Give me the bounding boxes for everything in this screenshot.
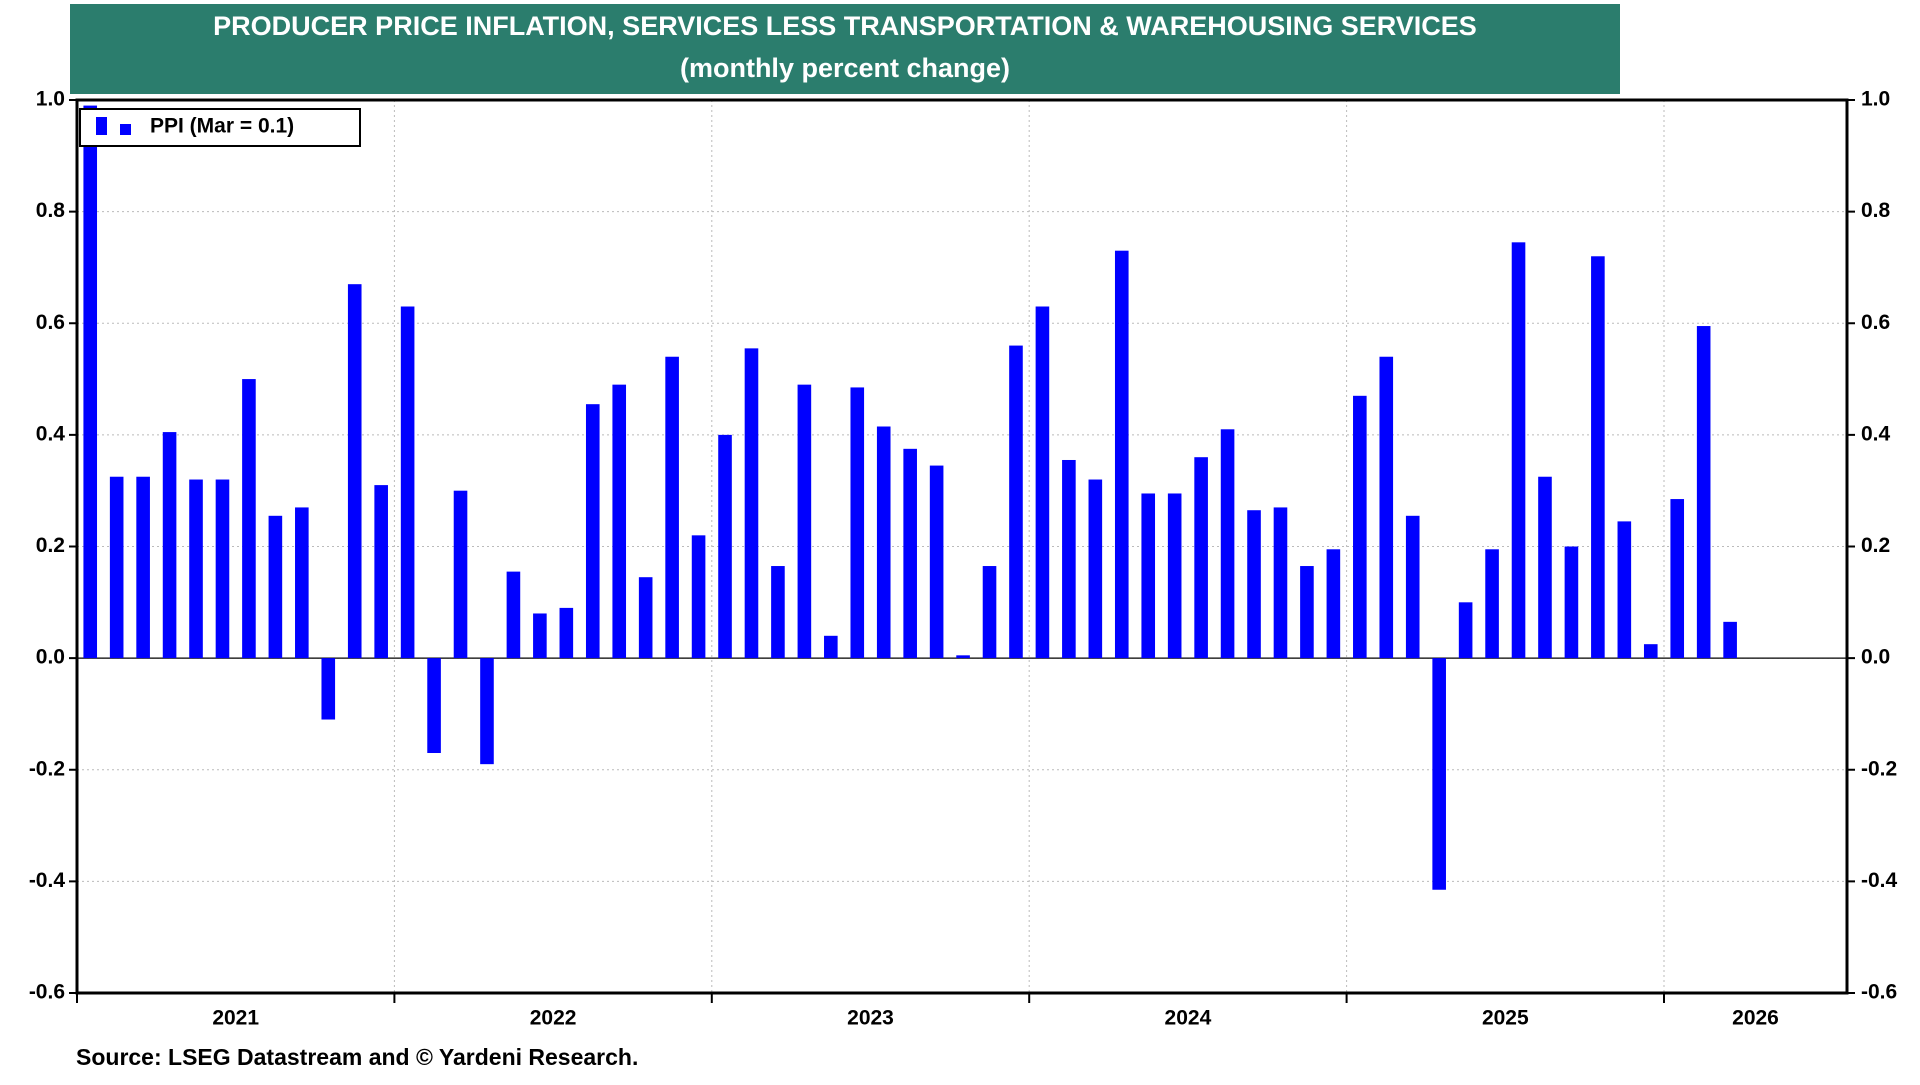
title-banner [70,4,1620,94]
legend-label: PPI (Mar = 0.1) [150,115,294,138]
x-tick-label: 2023 [847,1007,894,1030]
bar [1009,345,1023,659]
bar [1035,306,1050,659]
y-tick-label: -0.4 [1861,869,1898,892]
chart-subtitle: (monthly percent change) [680,53,1010,83]
y-tick-label: 0.4 [1861,422,1891,445]
bar [1300,566,1314,659]
y-tick-label: 1.0 [36,88,65,111]
source-note: Source: LSEG Datastream and © Yardeni Re… [76,1044,638,1070]
bar [1432,658,1446,890]
y-tick-label: 0.8 [36,199,66,222]
bar [797,384,812,659]
y-tick-label: -0.2 [1861,757,1897,780]
bar [1379,356,1394,659]
bar [268,515,283,659]
bar [1564,546,1579,659]
bar [1670,499,1685,659]
bar [1326,549,1341,659]
legend-swatch [96,117,107,135]
bar [1458,602,1473,659]
y-tick-label: 0.8 [1861,199,1891,222]
bar [824,635,838,659]
bar [1723,621,1737,659]
x-tick-label: 2022 [530,1007,577,1030]
bar [1088,479,1103,659]
bar [771,566,785,659]
bar [1353,395,1367,659]
y-tick-label: -0.4 [29,869,66,892]
bar [1405,515,1420,659]
bar [612,384,627,659]
bar [1273,507,1288,659]
y-tick-label: 1.0 [1861,88,1890,111]
plot-frame [75,98,1849,995]
bar [956,655,970,659]
bar [559,607,574,659]
x-tick-label: 2025 [1482,1007,1529,1030]
y-tick-label: -0.6 [29,981,65,1004]
y-tick-label: 0.2 [1861,534,1890,557]
x-tick-label: 2024 [1165,1007,1212,1030]
bar [1220,429,1235,659]
bar [744,348,759,659]
bar [1485,549,1499,659]
y-tick-label: 0.4 [36,422,66,445]
y-tick-label: -0.6 [1861,981,1897,1004]
bar [1696,326,1711,659]
bar [903,448,917,659]
bar [638,577,653,659]
bar [83,105,98,659]
bar [1538,476,1552,659]
y-tick-label: 0.6 [36,311,65,334]
y-tick-label: 0.6 [1861,311,1890,334]
bar [109,476,124,659]
x-tick-label: 2026 [1732,1007,1779,1030]
bar [1247,510,1261,659]
legend-swatch [120,124,131,135]
bar [506,571,521,659]
bar [480,658,494,765]
y-tick-label: 0.2 [36,534,65,557]
bar [876,426,891,659]
bar [453,490,468,659]
y-tick-label: 0.0 [36,646,65,669]
bar [1194,457,1208,659]
bar [1141,493,1156,659]
bar [718,434,732,659]
bar [295,507,309,659]
x-tick-label: 2021 [212,1007,259,1030]
bar [691,535,706,659]
bar [585,404,600,659]
chart-title: PRODUCER PRICE INFLATION, SERVICES LESS … [213,11,1477,41]
bar [533,613,547,659]
bar [929,465,944,659]
bar [427,658,441,754]
bar [982,566,997,659]
bar [1617,521,1632,659]
bar [850,387,865,659]
bar [321,658,336,720]
bar [374,485,388,659]
bar [1167,493,1182,659]
bar [400,306,415,659]
bar [1114,250,1129,659]
bar [215,479,230,659]
bar [1511,242,1526,659]
y-tick-label: 0.0 [1861,646,1890,669]
bar [162,432,177,659]
bar [1591,256,1605,659]
bar [665,356,679,659]
bar [1062,459,1076,659]
bar [242,379,256,659]
bar [347,284,362,659]
bar [136,476,150,659]
bar [1643,644,1658,659]
y-tick-label: -0.2 [29,757,65,780]
bar [189,479,203,659]
